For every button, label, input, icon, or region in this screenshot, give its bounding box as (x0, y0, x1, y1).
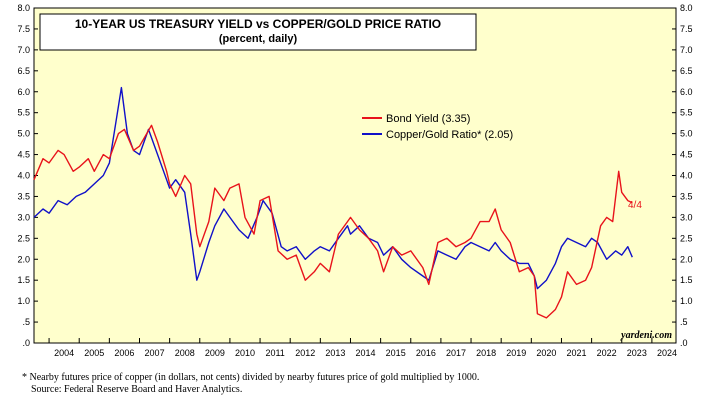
y-tick-label-right: 7.5 (680, 24, 693, 34)
y-tick-label-left: 6.5 (17, 66, 30, 76)
x-tick-label: 2007 (145, 348, 165, 358)
x-tick-label: 2017 (446, 348, 466, 358)
x-tick-label: 2012 (295, 348, 315, 358)
y-tick-label-right: 2.5 (680, 233, 693, 243)
x-tick-label: 2022 (597, 348, 617, 358)
y-tick-label-left: 5.5 (17, 108, 30, 118)
y-tick-label-right: 5.5 (680, 108, 693, 118)
x-tick-label: 2019 (506, 348, 526, 358)
x-tick-label: 2016 (416, 348, 436, 358)
y-tick-label-right: .0 (680, 338, 688, 348)
x-tick-label: 2015 (386, 348, 406, 358)
legend: Bond Yield (3.35) Copper/Gold Ratio* (2.… (362, 113, 513, 141)
y-tick-label-left: 2.0 (17, 254, 30, 264)
chart-subtitle: (percent, daily) (219, 33, 298, 45)
y-tick-label-left: 8.0 (17, 3, 30, 13)
y-tick-label-left: .5 (22, 317, 30, 327)
x-tick-label: 2005 (84, 348, 104, 358)
y-tick-label-left: 3.0 (17, 212, 30, 222)
series-layer (33, 86, 633, 319)
title-box (39, 13, 477, 51)
y-tick-label-right: 1.0 (680, 296, 693, 306)
y-tick-label-right: 2.0 (680, 254, 693, 264)
y-tick-label-left: 4.5 (17, 150, 30, 160)
x-tick-label: 2011 (265, 348, 284, 358)
chart: .0 .5 1.0 1.5 2.0 2.5 3.0 3.5 4.0 4.5 5.0 5.5 6.0 6.5… (17, 3, 693, 358)
x-axis: 2004 2005 2006 2007 2008 2009 2010 2011 2012 2013… (48, 338, 677, 358)
y-tick-label-right: 7.0 (680, 45, 693, 55)
x-tick-label: 2023 (627, 348, 647, 358)
y-tick-label-right: 6.0 (680, 87, 693, 97)
y-axis-right: .0 .5 1.0 1.5 2.0 2.5 3.0 3.5 4.0 4.5 5.0 5.5 6.0 6.5… (672, 3, 693, 348)
y-tick-label-right: .5 (680, 317, 688, 327)
x-tick-label: 2014 (356, 348, 376, 358)
x-tick-label: 2013 (325, 348, 345, 358)
y-tick-label-left: 1.0 (17, 296, 30, 306)
y-tick-label-right: 4.0 (680, 171, 693, 181)
x-tick-label: 2009 (205, 348, 225, 358)
series-line-bond-yield (33, 124, 633, 319)
y-tick-label-right: 6.5 (680, 66, 693, 76)
y-axis-left: .0 .5 1.0 1.5 2.0 2.5 3.0 3.5 4.0 4.5 5.0 5.5 6.0 6.5… (17, 3, 38, 348)
source-credit: yardeni.com (620, 330, 672, 341)
x-tick-label: 2024 (657, 348, 677, 358)
y-tick-label-left: .0 (22, 338, 30, 348)
footnote-definition: * Nearby futures price of copper (in dol… (22, 372, 480, 383)
y-tick-label-right: 8.0 (680, 3, 693, 13)
y-tick-label-left: 5.0 (17, 129, 30, 139)
y-tick-label-left: 2.5 (17, 233, 30, 243)
chart-title: 10-YEAR US TREASURY YIELD vs COPPER/GOLD… (75, 17, 441, 31)
y-tick-label-right: 3.0 (680, 212, 693, 222)
y-tick-label-left: 6.0 (17, 87, 30, 97)
y-tick-label-left: 7.0 (17, 45, 30, 55)
end-annotation: 4/4 (628, 200, 642, 211)
x-tick-label: 2018 (476, 348, 496, 358)
y-tick-label-right: 1.5 (680, 275, 693, 285)
y-tick-label-left: 7.5 (17, 24, 30, 34)
x-tick-label: 2004 (54, 348, 74, 358)
x-tick-label: 2008 (175, 348, 195, 358)
y-tick-label-left: 3.5 (17, 191, 30, 201)
x-tick-label: 2021 (567, 348, 587, 358)
y-tick-label-left: 1.5 (17, 275, 30, 285)
y-tick-label-right: 5.0 (680, 129, 693, 139)
x-tick-label: 2020 (536, 348, 556, 358)
y-tick-label-right: 3.5 (680, 191, 693, 201)
legend-label-bond-yield: Bond Yield (3.35) (386, 113, 470, 125)
plot-area (33, 7, 677, 344)
y-tick-label-right: 4.5 (680, 150, 693, 160)
legend-label-copper-gold: Copper/Gold Ratio* (2.05) (386, 129, 513, 141)
x-tick-label: 2006 (114, 348, 134, 358)
x-tick-label: 2010 (235, 348, 255, 358)
footnote-source: Source: Federal Reserve Board and Haver … (31, 384, 243, 395)
y-tick-label-left: 4.0 (17, 171, 30, 181)
